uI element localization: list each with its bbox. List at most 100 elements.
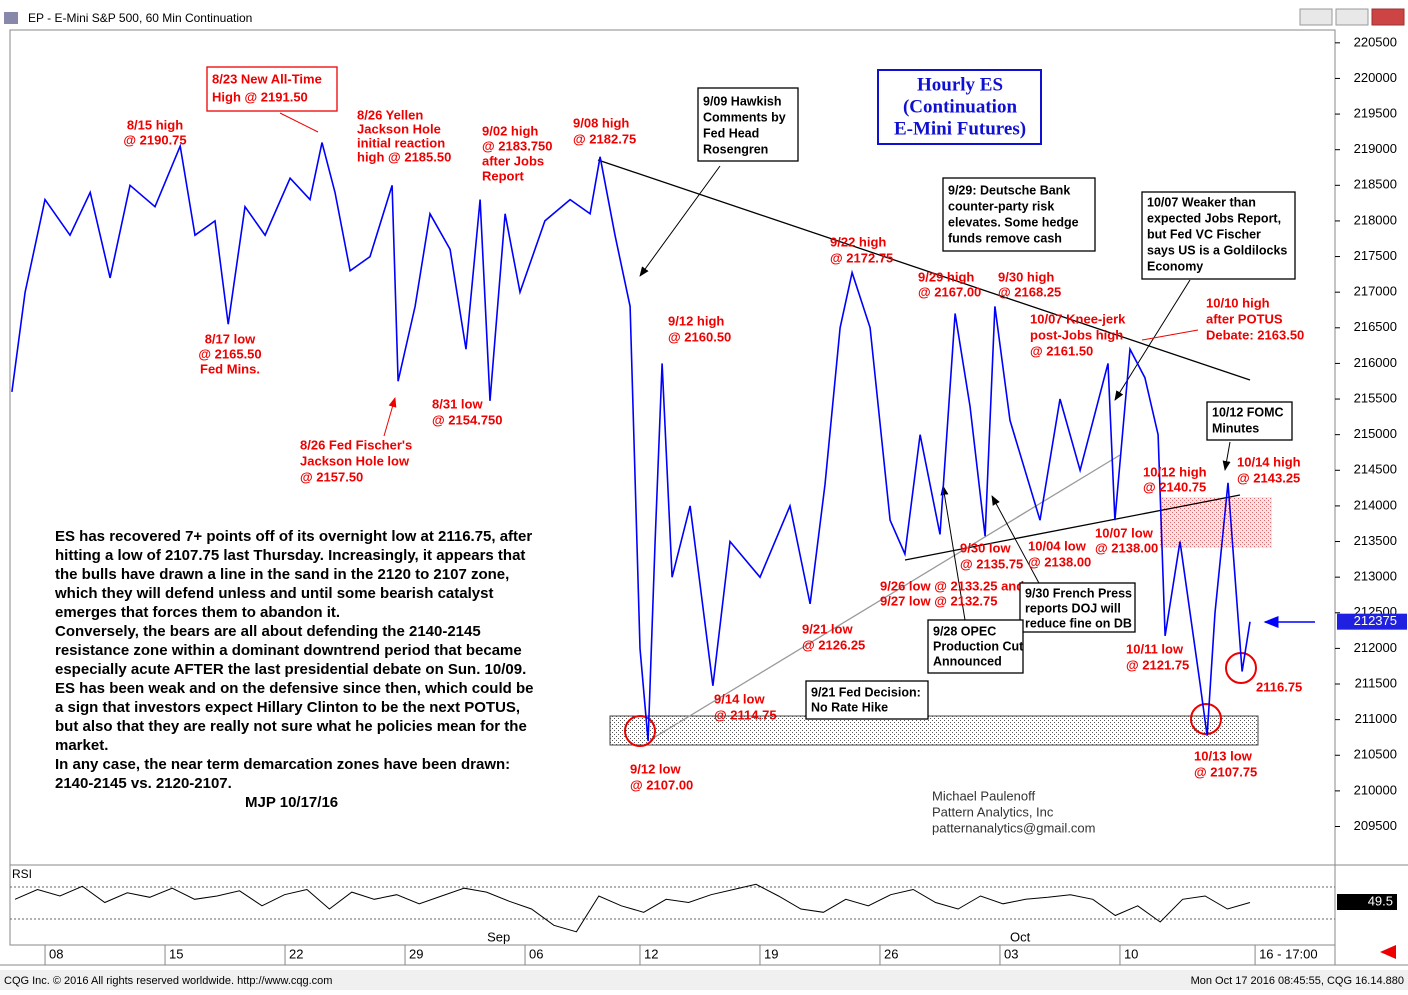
status-bar <box>0 970 1408 990</box>
annotation: 10/12 FOMC <box>1212 405 1284 419</box>
x-tick-label: 10 <box>1124 946 1138 961</box>
last-price-label: 212375 <box>1354 613 1397 628</box>
annotation: 9/12 high <box>668 313 724 328</box>
y-tick-label: 217000 <box>1354 284 1397 299</box>
commentary-line: the bulls have drawn a line in the sand … <box>55 566 509 583</box>
rsi-value: 49.5 <box>1368 893 1393 908</box>
x-tick-label: 19 <box>764 946 778 961</box>
y-tick-label: 210000 <box>1354 782 1397 797</box>
annotation: @ 2167.00 <box>918 284 981 299</box>
window-icon <box>4 12 18 24</box>
annotation: @ 2190.75 <box>123 132 186 147</box>
arrow <box>940 485 966 621</box>
annotation: 8/23 New All-Time <box>212 71 322 86</box>
annotation: High @ 2191.50 <box>212 89 308 104</box>
annotation: 8/17 low <box>205 331 256 346</box>
highlight-circle <box>1190 703 1222 735</box>
rsi-line <box>14 883 1251 933</box>
commentary-line: but also that they are really not sure w… <box>55 718 527 735</box>
trendline <box>649 454 1121 741</box>
highlight-circle <box>624 715 656 747</box>
annotation: 9/08 high <box>573 115 629 130</box>
annotation: @ 2183.750 <box>482 138 553 153</box>
trendline <box>904 494 1241 561</box>
arrow <box>991 495 1041 586</box>
annotation: Report <box>482 168 525 183</box>
annotation: 10/10 high <box>1206 295 1270 310</box>
annotation: Jackson Hole <box>357 121 441 136</box>
scroll-arrow[interactable] <box>1380 945 1396 959</box>
annotation: 8/26 Fed Fischer's <box>300 437 412 452</box>
close-button[interactable] <box>1371 8 1405 26</box>
x-tick-label: 08 <box>49 946 63 961</box>
annotation: 9/26 low @ 2133.25 and <box>880 578 1024 593</box>
y-tick-label: 209500 <box>1354 818 1397 833</box>
annotation: 10/11 low <box>1126 641 1184 656</box>
commentary-line: ES has been weak and on the defensive si… <box>55 680 533 697</box>
commentary-line: especially acute AFTER the last presiden… <box>55 661 526 678</box>
last-price-tag <box>1337 613 1407 630</box>
annotation: E-Mini Futures) <box>894 118 1026 139</box>
annotation: 9/14 low <box>714 691 765 706</box>
annotation-box <box>1019 582 1136 633</box>
x-tick-label: 16 - 17:00 <box>1259 946 1318 961</box>
y-tick-label: 213500 <box>1354 533 1397 548</box>
annotation: @ 2107.75 <box>1194 764 1257 779</box>
y-tick-label: 211500 <box>1355 675 1397 690</box>
pointer <box>279 112 319 133</box>
x-tick-label: 26 <box>884 946 898 961</box>
y-tick-label: 219000 <box>1354 141 1397 156</box>
y-tick-label: 211000 <box>1355 711 1397 726</box>
annotation: Fed Mins. <box>200 361 260 376</box>
annotation: reduce fine on DB <box>1025 616 1132 630</box>
footer-left: CQG Inc. © 2016 All rights reserved worl… <box>4 975 332 987</box>
annotation: @ 2140.75 <box>1143 479 1206 494</box>
annotation: @ 2114.75 <box>714 707 777 722</box>
annotation: elevates. Some hedge <box>948 215 1079 229</box>
annotation: No Rate Hike <box>811 700 888 714</box>
arrow <box>1222 441 1231 471</box>
annotation: 10/07 low <box>1095 525 1154 540</box>
annotation: 10/07 Weaker than <box>1147 195 1256 209</box>
annotation: 8/31 low <box>432 396 483 411</box>
arrow <box>383 397 397 437</box>
y-tick-label: 212000 <box>1354 640 1397 655</box>
support-zone <box>609 715 1259 746</box>
annotation: @ 2172.75 <box>830 250 893 265</box>
annotation: 9/27 low @ 2132.75 <box>880 593 997 608</box>
annotation: 9/12 low <box>630 761 681 776</box>
annotation: @ 2143.25 <box>1237 470 1300 485</box>
annotation: 10/12 high <box>1143 464 1207 479</box>
maximize-button[interactable] <box>1335 8 1369 26</box>
annotation-box <box>877 69 1042 145</box>
annotation: 9/22 high <box>830 234 886 249</box>
annotation: @ 2160.50 <box>668 329 731 344</box>
y-tick-label: 220500 <box>1354 34 1397 49</box>
annotation: Production Cut <box>933 639 1024 653</box>
annotation: 10/13 low <box>1194 748 1253 763</box>
annotation-box <box>1141 191 1296 280</box>
annotation: 10/04 low <box>1028 538 1087 553</box>
annotation: 9/02 high <box>482 123 538 138</box>
annotation: reports DOJ will <box>1025 601 1121 615</box>
annotation: @ 2138.00 <box>1095 540 1158 555</box>
minimize-button[interactable] <box>1299 8 1333 26</box>
annotation: @ 2182.75 <box>573 131 636 146</box>
pointer <box>1141 329 1199 341</box>
annotation: initial reaction <box>357 135 445 150</box>
annotation: @ 2135.75 <box>960 556 1023 571</box>
rsi-label: RSI <box>12 867 32 881</box>
annotation: post-Jobs high <box>1030 327 1123 342</box>
commentary-line: emerges that forces them to abandon it. <box>55 604 340 621</box>
rsi-tag <box>1337 894 1397 910</box>
y-tick-label: 220000 <box>1354 70 1397 85</box>
annotation: @ 2138.00 <box>1028 554 1091 569</box>
annotation: @ 2161.50 <box>1030 343 1093 358</box>
annotation-box <box>697 87 799 162</box>
window-title: EP - E-Mini S&P 500, 60 Min Continuation <box>28 11 252 25</box>
annotation: says US is a Goldilocks <box>1147 243 1287 257</box>
annotation: @ 2107.00 <box>630 777 693 792</box>
month-label: Sep <box>487 929 510 944</box>
y-tick-label: 213000 <box>1354 569 1397 584</box>
